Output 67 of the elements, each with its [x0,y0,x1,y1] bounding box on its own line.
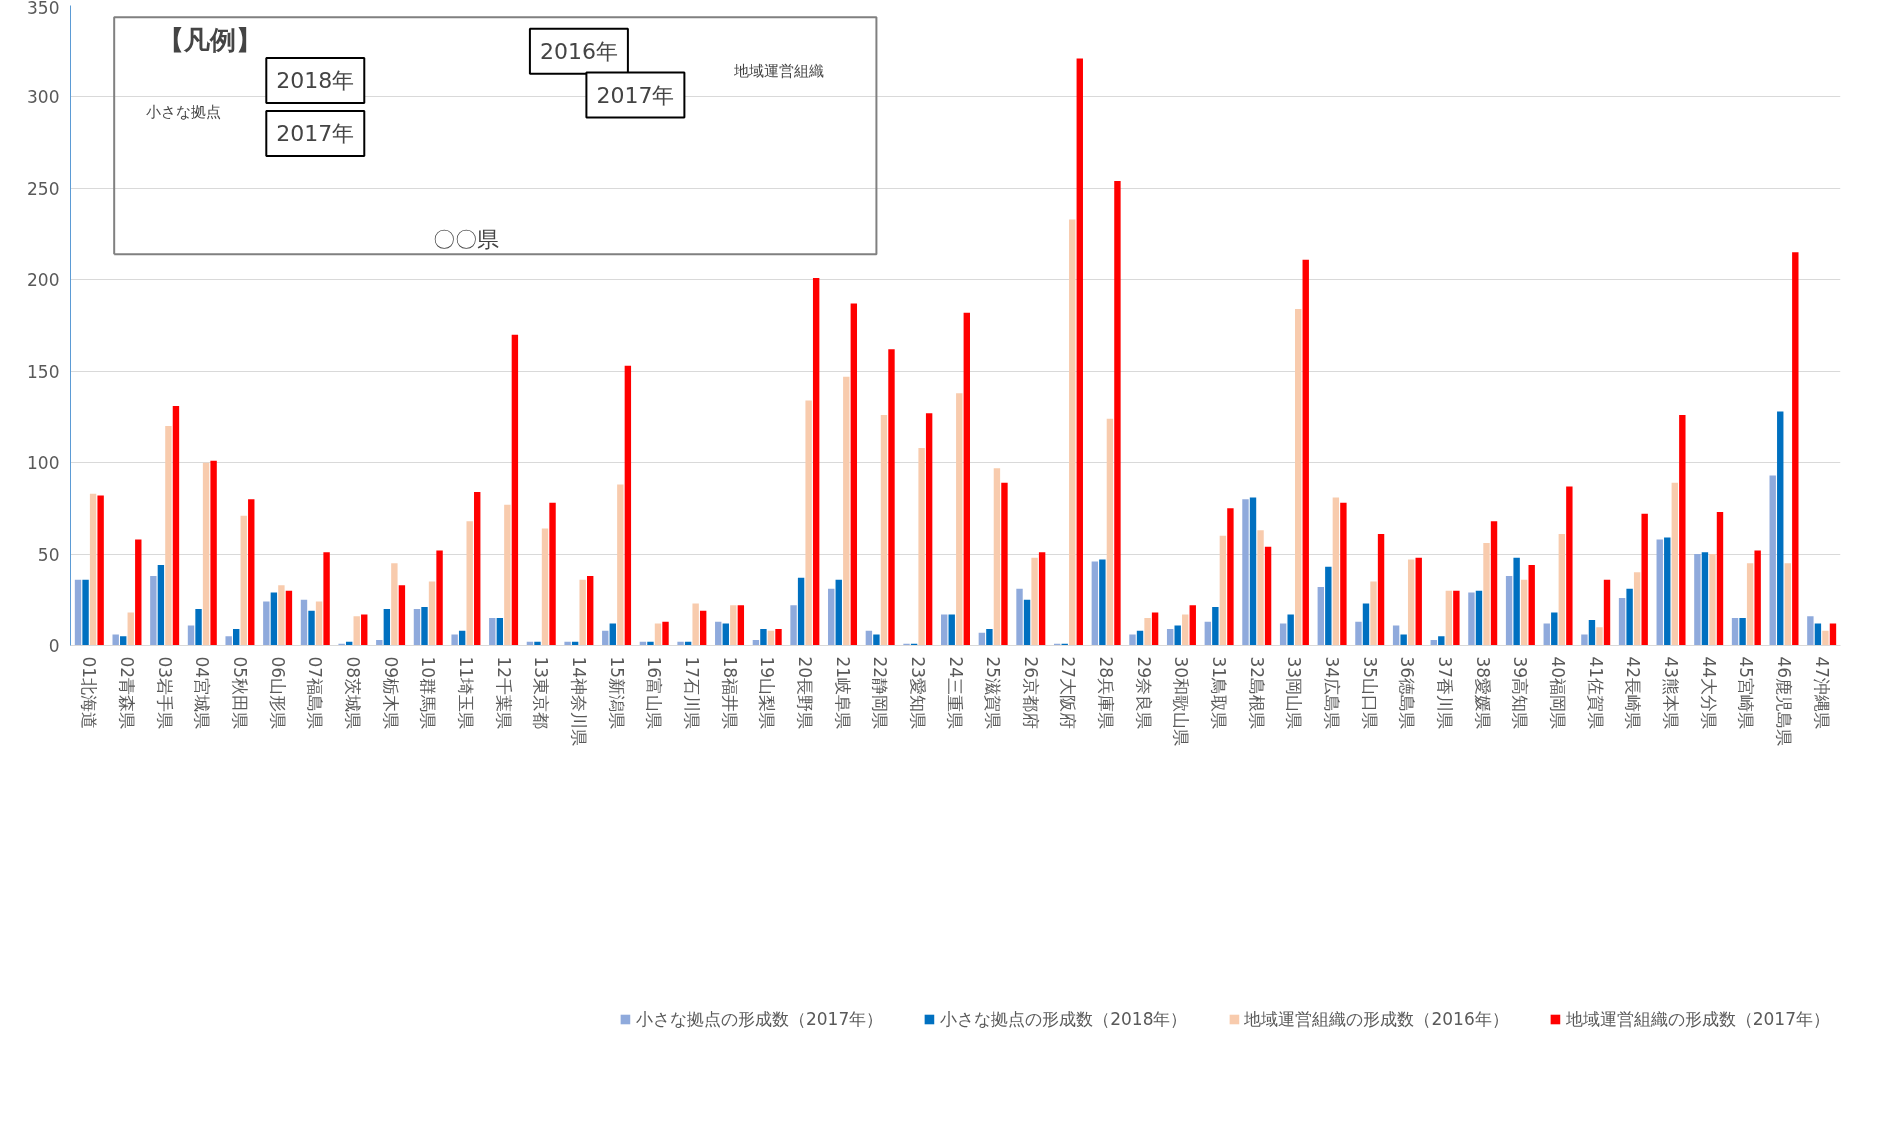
x-tick-label: 25滋賀県 [983,656,1004,730]
annotation: 【凡例】 [157,25,262,56]
x-tick-label: 34広島県 [1322,656,1343,730]
annotation: 2018年 [276,67,355,93]
annotation: 2017年 [276,121,355,146]
x-tick-label: 41佐賀県 [1585,656,1606,730]
x-tick-label: 30和歌山県 [1171,656,1192,747]
x-tick-label: 29奈良県 [1133,656,1154,730]
legend-label: 小さな拠点の形成数（2017年） [635,1007,884,1031]
x-tick-label: 04宮城県 [192,656,213,730]
x-tick-label: 35山口県 [1359,656,1380,730]
x-tick-label: 32島根県 [1246,656,1267,730]
x-tick-label: 28兵庫県 [1096,656,1117,730]
x-tick-label: 24三重県 [945,656,966,730]
x-tick-label: 21岐阜県 [832,656,853,730]
x-tick-label: 46鹿児島県 [1774,656,1795,747]
x-tick-label: 44大分県 [1698,656,1719,730]
x-tick-label: 15新潟県 [606,656,627,730]
legend-label: 地域運営組織の形成数（2016年） [1244,1007,1509,1031]
x-tick-label: 47沖縄県 [1811,656,1832,730]
annotation: 〇〇県 [432,227,499,253]
x-tick-label: 42長崎県 [1623,656,1644,730]
x-tick-label: 23愛知県 [907,656,928,730]
y-tick-label: 50 [37,544,60,565]
x-tick-label: 38愛媛県 [1472,656,1493,730]
x-tick-label: 06山形県 [267,656,288,730]
x-tick-label: 12千葉県 [493,656,514,730]
x-tick-label: 19山梨県 [757,656,778,730]
annotation: 2016年 [539,38,618,64]
x-tick-label: 14神奈川県 [568,656,589,747]
y-tick-label: 300 [27,87,60,108]
x-tick-label: 11埼玉県 [455,656,476,730]
x-tick-label: 31鳥取県 [1209,656,1230,730]
x-tick-label: 26京都府 [1020,656,1041,730]
x-tick-label: 40福岡県 [1548,656,1569,730]
x-tick-label: 27大阪府 [1058,656,1079,730]
x-tick-label: 13東京都 [531,656,552,730]
x-tick-label: 17石川県 [681,656,702,730]
x-tick-label: 37香川県 [1435,656,1456,730]
x-tick-label: 36徳島県 [1397,656,1418,730]
x-tick-label: 20長野県 [794,656,815,730]
x-tick-label: 08茨城県 [342,656,363,730]
annotation: 2017年 [596,82,675,108]
x-tick-label: 10群馬県 [418,656,439,730]
y-tick-label: 150 [27,361,60,382]
x-tick-label: 22静岡県 [870,656,891,730]
x-tick-label: 02青森県 [116,656,137,730]
x-tick-label: 03岩手県 [154,656,175,730]
annotation: 小さな拠点 [145,102,221,121]
x-tick-label: 05秋田県 [229,656,250,730]
x-tick-label: 16富山県 [644,656,665,730]
legend-label: 小さな拠点の形成数（2018年） [940,1007,1188,1031]
y-tick-label: 350 [27,0,60,18]
y-tick-label: 100 [27,453,60,474]
annotation: 地域運営組織 [732,62,824,81]
y-tick-label: 200 [27,270,60,291]
x-tick-label: 39高知県 [1510,656,1531,730]
x-tick-label: 01北海道 [79,656,100,730]
y-tick-label: 250 [27,178,60,199]
x-tick-label: 45宮崎県 [1736,656,1757,730]
x-tick-label: 09栃木県 [380,656,401,730]
x-tick-label: 18福井県 [719,656,740,730]
x-tick-label: 43熊本県 [1661,656,1682,730]
x-tick-label: 07福島県 [305,656,326,730]
y-tick-label: 0 [48,636,60,656]
x-tick-label: 33岡山県 [1284,656,1305,730]
legend-label: 地域運営組織の形成数（2017年） [1565,1007,1830,1031]
